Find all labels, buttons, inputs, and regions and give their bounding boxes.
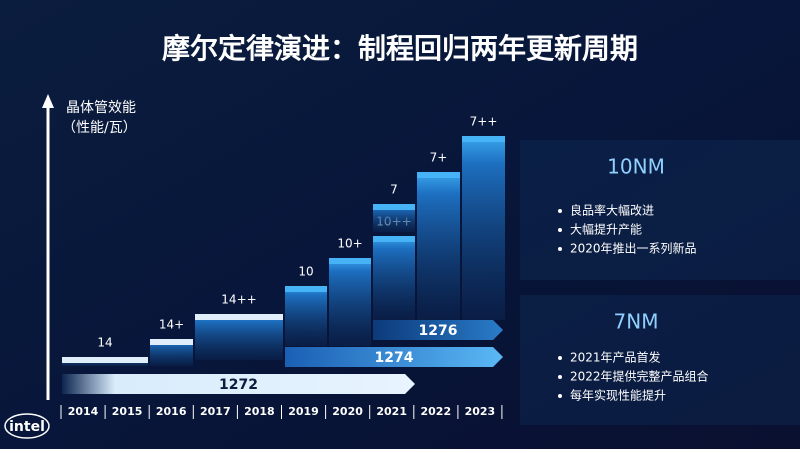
step-label: 7++ <box>470 115 498 129</box>
bullet-dot <box>558 209 562 213</box>
year-label: 2020 <box>332 405 363 418</box>
step-label: 14+ <box>159 318 184 332</box>
bullet-dot <box>558 394 562 398</box>
step-top <box>329 258 371 264</box>
process-arrow <box>62 374 415 394</box>
section-heading: 10NM <box>607 155 665 179</box>
step-label: 10 <box>298 265 313 279</box>
logo-ring <box>4 413 50 439</box>
logo: intel <box>9 419 45 435</box>
bullet-text: 2022年提供完整产品组合 <box>570 369 709 384</box>
step-label: 14++ <box>221 293 256 307</box>
process-label: 1276 <box>419 323 458 339</box>
title: 摩尔定律演进：制程回归两年更新周期 <box>162 32 638 65</box>
step-top <box>62 357 148 363</box>
step-top <box>195 314 283 320</box>
step-top <box>373 236 415 242</box>
bullet-dot <box>558 375 562 379</box>
process-label: 1274 <box>375 350 414 366</box>
year-label: 2016 <box>156 405 187 418</box>
panel <box>520 140 800 280</box>
bullet-dot <box>558 228 562 232</box>
process-arrow <box>285 347 503 367</box>
step-block <box>285 286 327 346</box>
step-label: 14 <box>97 336 112 350</box>
step-block <box>417 172 460 320</box>
process-label: 1272 <box>219 377 258 393</box>
step-block <box>462 136 505 320</box>
bullet-text: 2021年产品首发 <box>570 350 661 365</box>
y-axis-sublabel: （性能/瓦） <box>62 120 137 136</box>
bullet-dot <box>558 247 562 251</box>
section-heading: 7NM <box>614 310 659 334</box>
process-arrow <box>373 320 503 340</box>
bullet-text: 良品率大幅改进 <box>570 203 654 218</box>
year-label: 2022 <box>420 405 451 418</box>
step-top <box>417 172 460 178</box>
step-top <box>462 136 505 142</box>
bullet-text: 大幅提升产能 <box>570 222 642 237</box>
step-top <box>373 204 415 210</box>
bullet-text: 每年实现性能提升 <box>570 388 666 403</box>
bullet-text: 2020年推出一系列新品 <box>570 241 697 256</box>
step-top <box>285 286 327 292</box>
year-label: 2018 <box>244 405 275 418</box>
bullet-dot <box>558 356 562 360</box>
step-label: 10+ <box>337 237 362 251</box>
step-block <box>373 236 415 320</box>
step-block <box>195 314 283 360</box>
step-block <box>329 258 371 346</box>
y-axis-arrow <box>42 94 54 108</box>
year-label: 2014 <box>68 405 99 418</box>
year-label: 2023 <box>465 405 496 418</box>
year-label: 2021 <box>376 405 407 418</box>
y-axis-label: 晶体管效能 <box>66 100 136 116</box>
year-label: 2015 <box>112 405 143 418</box>
year-label: 2019 <box>288 405 319 418</box>
panel <box>520 295 800 425</box>
year-label: 2017 <box>200 405 231 418</box>
step-label: 7 <box>390 183 398 197</box>
step-label: 7+ <box>430 151 448 165</box>
step-top <box>150 339 193 345</box>
